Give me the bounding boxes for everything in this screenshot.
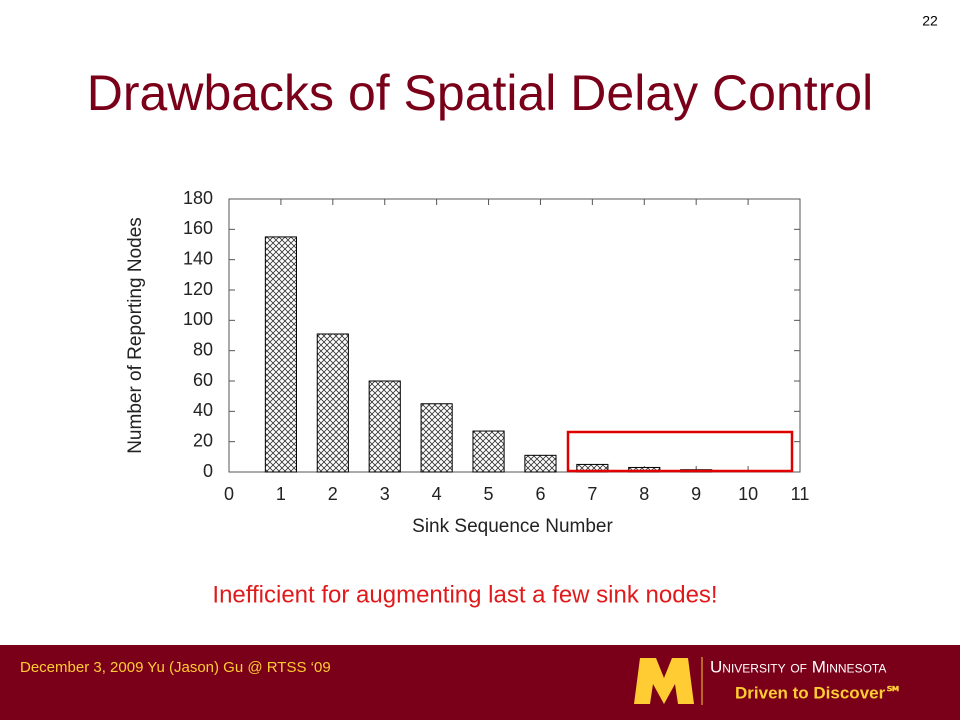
bar [368, 380, 401, 473]
y-axis-label: Number of Reporting Nodes [125, 217, 146, 454]
x-tick-label: 2 [328, 484, 338, 504]
x-tick-label: 8 [639, 484, 649, 504]
bar [316, 333, 349, 473]
y-tick-label: 120 [183, 279, 213, 299]
logo-mark [634, 658, 694, 704]
y-tick-label: 160 [183, 218, 213, 238]
logo-university: University of Minnesota [710, 657, 886, 676]
y-tick-label: 100 [183, 309, 213, 329]
slide-title: Drawbacks of Spatial Delay Control [87, 65, 873, 121]
y-tick-label: 80 [193, 339, 213, 359]
x-tick-label: 1 [276, 484, 286, 504]
x-axis-label: Sink Sequence Number [412, 516, 613, 537]
y-tick-label: 180 [183, 188, 213, 208]
plot-frame [228, 198, 801, 473]
bar [420, 403, 453, 473]
x-tick-label: 10 [738, 484, 758, 504]
highlight-box [566, 430, 794, 473]
x-tick-label: 6 [535, 484, 545, 504]
caption: Inefficient for augmenting last a few si… [212, 581, 717, 608]
y-tick-label: 20 [193, 430, 213, 450]
bar [472, 430, 505, 473]
x-tick-label: 3 [380, 484, 390, 504]
x-tick-label: 9 [691, 484, 701, 504]
chart: 0 20 40 60 80 100 120 140 160 180 0 1 2 3 4 5 6 7 8 9 10 11 Si… [125, 188, 809, 537]
x-tick-label: 0 [224, 484, 234, 504]
logo-tagline: Driven to Discover℠ [735, 683, 903, 702]
y-tick-label: 60 [193, 370, 213, 390]
bar [524, 454, 557, 473]
y-tick-label: 40 [193, 400, 213, 420]
x-tick-label: 7 [587, 484, 597, 504]
page-number: 22 [922, 13, 938, 29]
y-tick-label: 140 [183, 248, 213, 268]
footer-band [0, 645, 960, 720]
bar [264, 236, 297, 473]
x-tick-label: 4 [432, 484, 442, 504]
x-tick-label: 5 [484, 484, 494, 504]
x-tick-label: 11 [791, 484, 810, 504]
footer-text: December 3, 2009 Yu (Jason) Gu @ RTSS ‘0… [20, 659, 331, 676]
y-tick-label: 0 [203, 461, 213, 481]
